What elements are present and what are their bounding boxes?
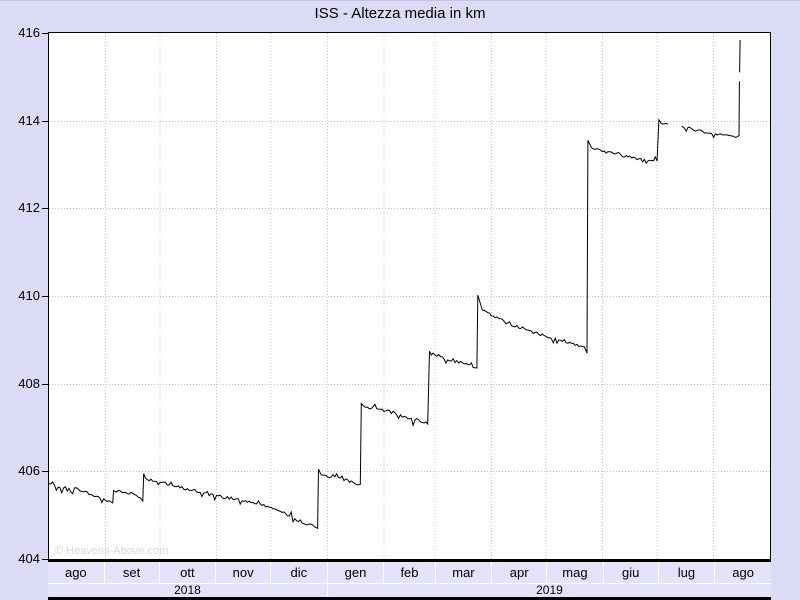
month-cell: feb bbox=[384, 562, 436, 583]
y-axis-label: 404 bbox=[18, 551, 40, 566]
year-cell: 2018 bbox=[48, 584, 328, 597]
y-axis-tick bbox=[42, 208, 48, 209]
plot-area: © Heavens-Above.com bbox=[48, 32, 771, 560]
y-axis-tick bbox=[42, 559, 48, 560]
y-axis-label: 412 bbox=[18, 200, 40, 216]
month-cell: mar bbox=[435, 562, 493, 583]
y-axis-label: 416 bbox=[18, 25, 40, 40]
y-axis-label: 414 bbox=[18, 112, 40, 128]
x-axis-table: ago set ott nov dic gen feb mar apr mag giu lug ago … bbox=[48, 560, 771, 600]
y-axis-tick bbox=[42, 296, 48, 297]
y-axis-tick bbox=[42, 121, 48, 122]
y-axis-tick bbox=[42, 384, 48, 385]
year-cell: 2019 bbox=[327, 584, 771, 597]
month-cell: ott bbox=[159, 562, 217, 583]
month-cell: mag bbox=[547, 562, 604, 583]
month-cell: dic bbox=[271, 562, 328, 583]
month-cell: nov bbox=[216, 562, 272, 583]
y-axis-tick bbox=[42, 33, 48, 34]
month-cell: ago bbox=[715, 562, 771, 583]
grid-lines bbox=[49, 33, 770, 559]
month-cell: giu bbox=[603, 562, 659, 583]
top-edge-line bbox=[0, 0, 800, 1]
month-cell: apr bbox=[492, 562, 548, 583]
altitude-data-line bbox=[49, 39, 741, 530]
chart-title: ISS - Altezza media in km bbox=[314, 5, 486, 22]
y-axis-tick bbox=[42, 471, 48, 472]
year-row: 2018 2019 bbox=[48, 584, 771, 597]
watermark: © Heavens-Above.com bbox=[55, 545, 169, 557]
month-row: ago set ott nov dic gen feb mar apr mag giu lug ago bbox=[48, 562, 771, 584]
y-axis-label: 410 bbox=[18, 288, 40, 303]
month-cell: gen bbox=[327, 562, 385, 583]
plot-svg bbox=[49, 33, 770, 559]
month-cell: set bbox=[104, 562, 160, 583]
month-cell: lug bbox=[658, 562, 716, 583]
month-cell: ago bbox=[48, 562, 105, 583]
y-axis-label: 408 bbox=[18, 375, 40, 391]
y-axis-label: 406 bbox=[18, 463, 40, 479]
